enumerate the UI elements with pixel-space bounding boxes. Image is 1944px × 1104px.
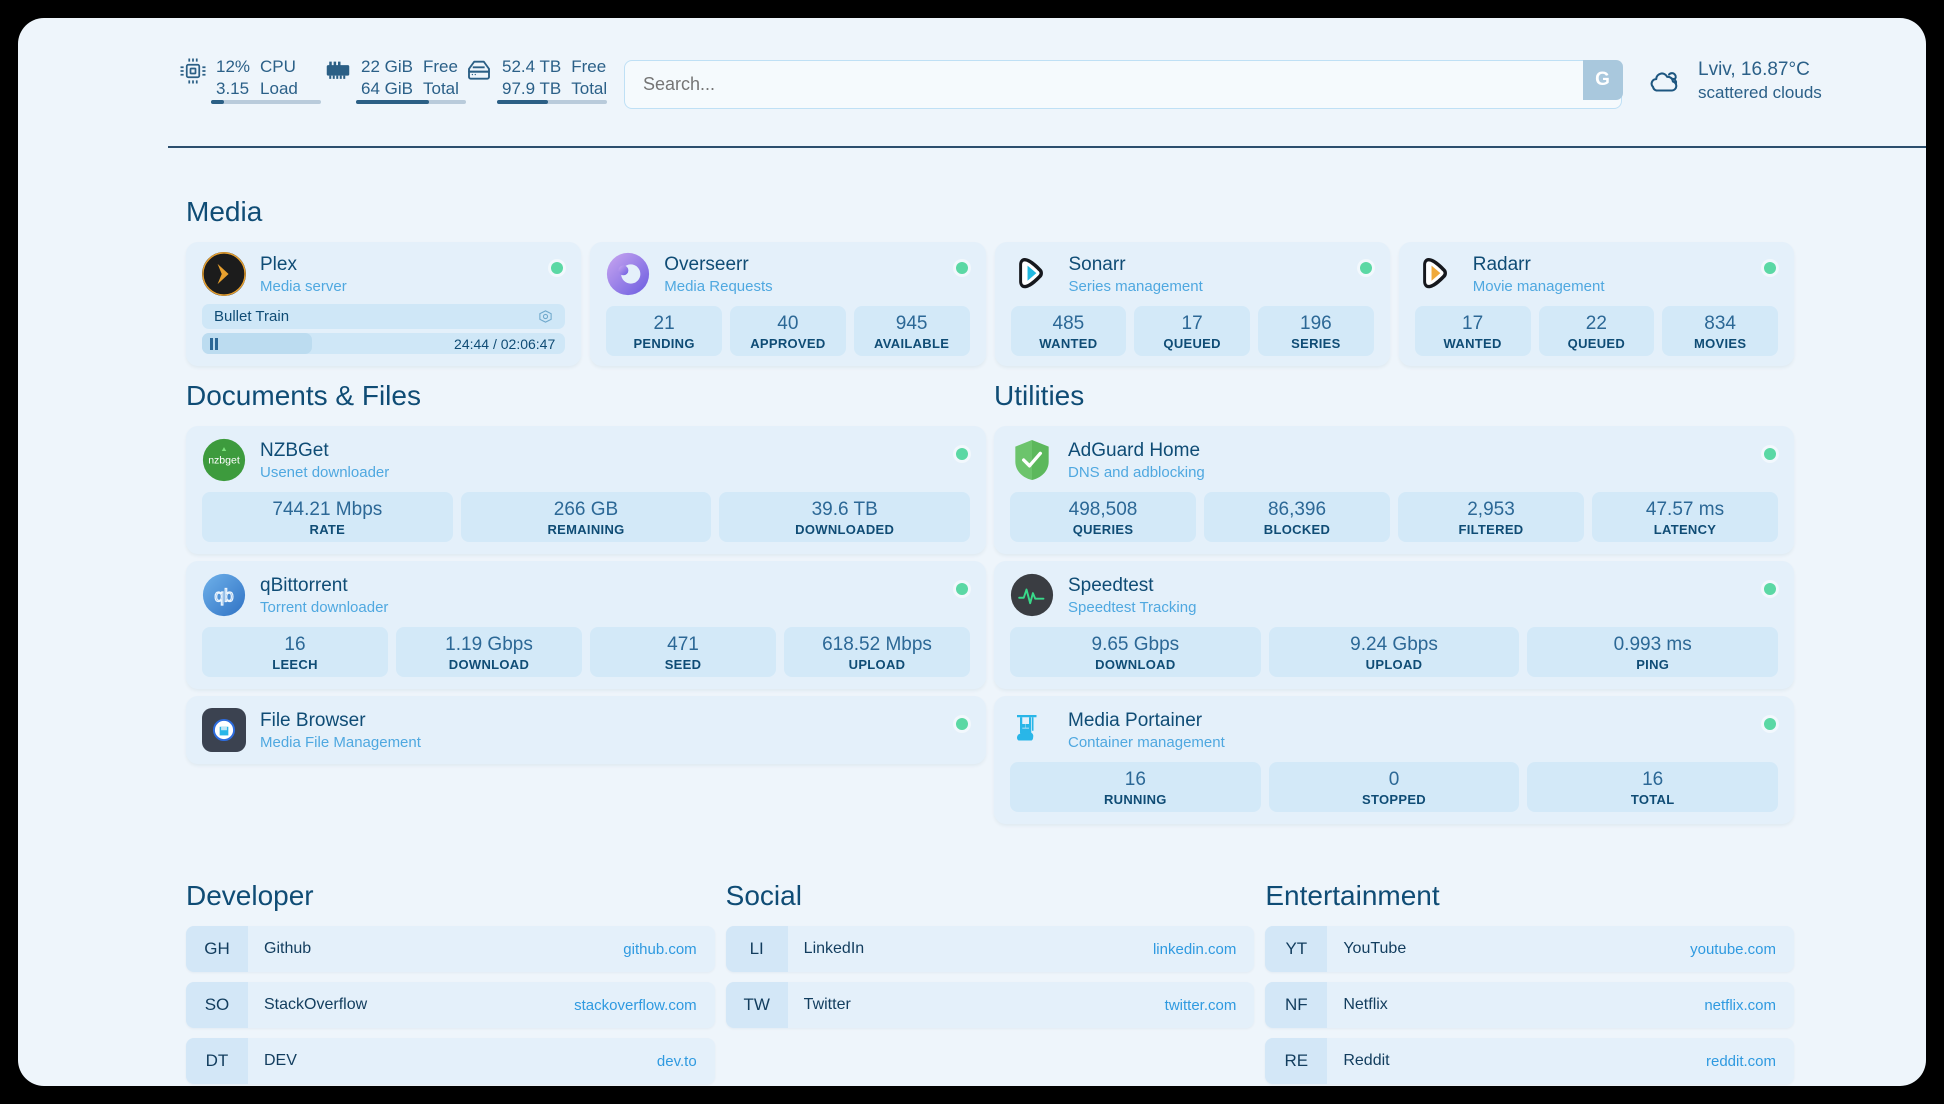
- svg-text:qb: qb: [214, 585, 233, 605]
- svg-text:nzbget: nzbget: [208, 455, 240, 467]
